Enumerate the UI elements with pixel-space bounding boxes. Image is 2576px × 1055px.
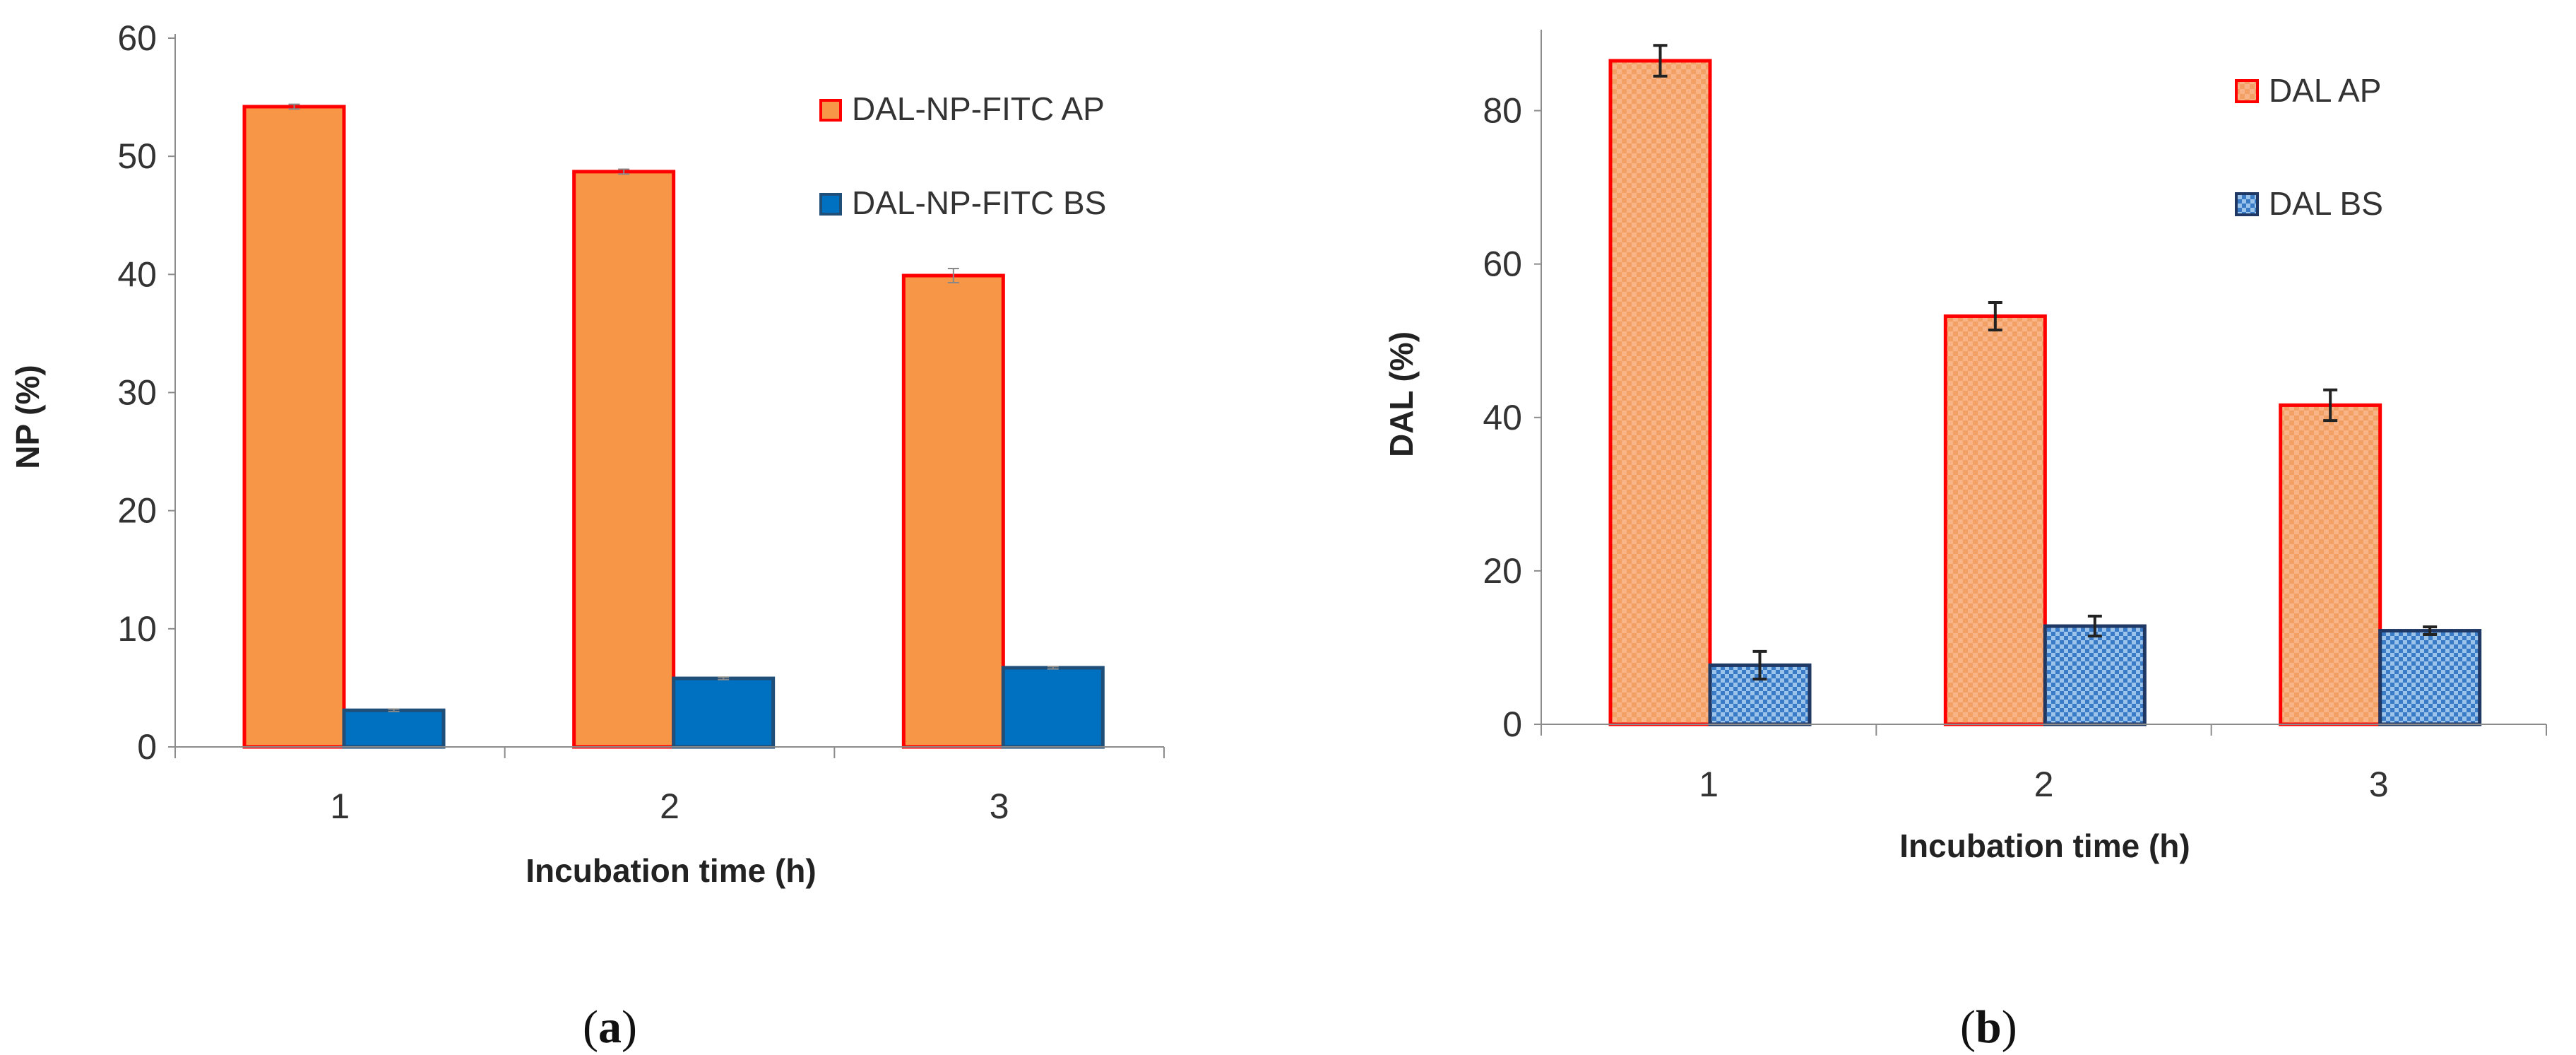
- bar-a-s0-c1: [572, 170, 676, 749]
- y-tick-label-a-0: 0: [137, 727, 157, 767]
- bar-a-s1-c1: [672, 676, 776, 749]
- legend-swatch-b-ap: [2235, 79, 2259, 103]
- bar-a-s0-c0: [242, 105, 346, 749]
- bar-a-s1-c0: [342, 708, 446, 749]
- y-axis-title-b: DAL (%): [1383, 331, 1420, 457]
- y-tick-label-b-4: 80: [1483, 91, 1522, 131]
- bar-b-s0-c0: [1608, 59, 1712, 726]
- chart-panel-b: DAL (%) Incubation time (h) 0 20 40 60 80 1 2 3…: [1383, 30, 2547, 1053]
- y-axis-title-a: NP (%): [9, 365, 46, 468]
- error-bar-a-s0-c2: [947, 267, 959, 284]
- legend-label-a-ap: DAL-NP-FITC AP: [852, 90, 1105, 127]
- x-tick-label-b-0: 1: [1699, 765, 1719, 804]
- y-tick-label-a-6: 60: [117, 18, 157, 58]
- error-bar-a-s1-c2: [1047, 666, 1059, 670]
- error-bar-a-s1-c0: [388, 708, 400, 712]
- y-tick-label-b-2: 40: [1483, 398, 1522, 437]
- bar-b-s0-c2: [2279, 403, 2382, 726]
- y-tick-label-b-0: 0: [1502, 705, 1522, 744]
- x-tick-label-a-1: 2: [660, 786, 679, 826]
- y-tick-label-a-4: 40: [117, 254, 157, 294]
- x-axis-title-b: Incubation time (h): [1899, 827, 2190, 864]
- y-tick-label-a-3: 30: [117, 373, 157, 413]
- legend-swatch-b-bs: [2235, 192, 2259, 216]
- error-bar-a-s0-c0: [288, 103, 300, 110]
- y-tick-label-a-5: 50: [117, 136, 157, 176]
- x-tick-label-a-2: 3: [990, 786, 1009, 826]
- y-tick-label-a-1: 10: [117, 609, 157, 649]
- panel-label-a: (a): [583, 1001, 637, 1053]
- legend-label-b-ap: DAL AP: [2269, 72, 2381, 109]
- bar-b-s1-c2: [2378, 629, 2482, 726]
- error-bar-b-s0-c1: [1988, 300, 2002, 332]
- y-tick-label-a-2: 20: [117, 491, 157, 531]
- legend-swatch-a-ap: [819, 99, 842, 122]
- panel-label-b: (b): [1960, 1001, 2017, 1053]
- bar-b-s0-c1: [1943, 314, 2047, 726]
- error-bar-b-s0-c2: [2323, 388, 2338, 423]
- legend-label-b-bs: DAL BS: [2269, 185, 2383, 222]
- error-bar-b-s1-c0: [1752, 649, 1767, 680]
- legend-label-a-bs: DAL-NP-FITC BS: [852, 184, 1106, 221]
- bar-a-s0-c2: [901, 273, 1005, 749]
- x-axis-title-a: Incubation time (h): [526, 852, 816, 889]
- error-bar-b-s1-c2: [2423, 625, 2438, 636]
- legend-swatch-a-bs: [819, 193, 842, 216]
- y-tick-label-b-3: 60: [1483, 244, 1522, 284]
- error-bar-a-s0-c1: [618, 168, 630, 175]
- x-tick-label-a-0: 1: [330, 786, 350, 826]
- chart-panel-a: NP (%) Incubation time (h) 0 10 20 30 40 50 60…: [9, 18, 1165, 1053]
- error-bar-a-s1-c1: [718, 676, 730, 680]
- y-tick-label-b-1: 20: [1483, 551, 1522, 591]
- legend-b: DAL AP DAL BS: [2235, 72, 2383, 222]
- bar-a-s1-c2: [1001, 666, 1105, 749]
- x-tick-label-b-1: 2: [2034, 765, 2054, 804]
- error-bar-b-s0-c0: [1653, 44, 1668, 78]
- bar-b-s1-c1: [2043, 624, 2147, 726]
- error-bar-b-s1-c1: [2087, 614, 2102, 638]
- x-tick-label-b-2: 3: [2369, 765, 2389, 804]
- legend-a: DAL-NP-FITC AP DAL-NP-FITC BS: [819, 90, 1106, 221]
